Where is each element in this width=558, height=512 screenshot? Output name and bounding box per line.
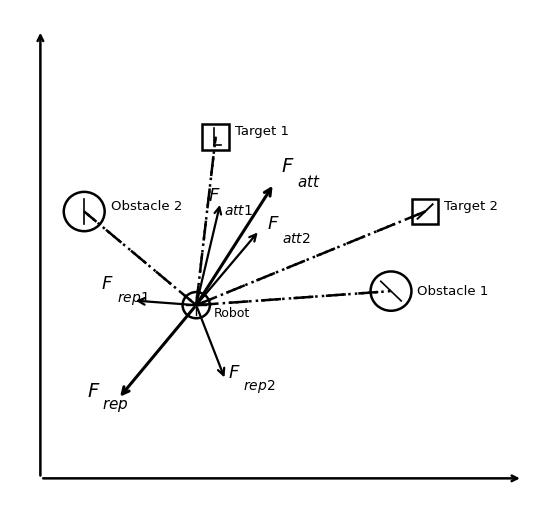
Text: Target 1: Target 1 — [235, 125, 289, 138]
Text: $\mathbf{\mathit{F}}$: $\mathbf{\mathit{F}}$ — [281, 157, 295, 177]
Text: Target 2: Target 2 — [444, 200, 498, 214]
Text: $\mathit{rep2}$: $\mathit{rep2}$ — [243, 378, 276, 395]
Text: $\mathbf{\mathit{F}}$: $\mathbf{\mathit{F}}$ — [267, 215, 280, 232]
Text: $\mathbf{\mathit{F}}$: $\mathbf{\mathit{F}}$ — [101, 275, 114, 293]
Text: $\mathit{att}$: $\mathit{att}$ — [297, 174, 321, 189]
Bar — [203, 124, 229, 150]
Text: $\mathbf{\mathit{F}}$: $\mathbf{\mathit{F}}$ — [86, 382, 100, 401]
Text: Obstacle 1: Obstacle 1 — [417, 285, 489, 297]
Text: $\mathbf{\mathit{F}}$: $\mathbf{\mathit{F}}$ — [208, 186, 221, 204]
Text: $\mathit{att1}$: $\mathit{att1}$ — [224, 204, 253, 218]
Bar — [412, 199, 439, 224]
Text: $\mathit{rep}$: $\mathit{rep}$ — [102, 397, 129, 414]
Text: $\mathit{rep1}$: $\mathit{rep1}$ — [117, 290, 150, 307]
Text: Robot: Robot — [214, 308, 250, 321]
Text: $\mathbf{\mathit{F}}$: $\mathbf{\mathit{F}}$ — [228, 365, 240, 382]
Text: Obstacle 2: Obstacle 2 — [110, 200, 182, 214]
Text: $\mathit{att2}$: $\mathit{att2}$ — [282, 232, 311, 246]
